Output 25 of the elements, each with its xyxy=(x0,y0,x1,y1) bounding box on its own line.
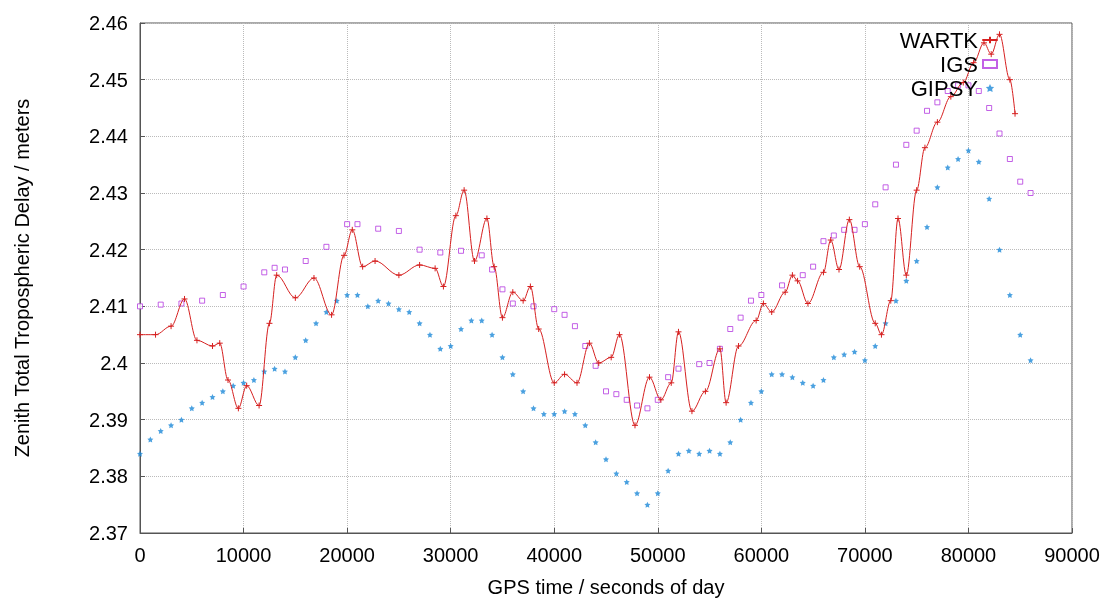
y-tick-label: 2.42 xyxy=(89,238,128,261)
y-tick-label: 2.39 xyxy=(89,408,128,431)
x-tick-label: 70000 xyxy=(837,544,893,566)
y-tick-label: 2.46 xyxy=(89,12,128,34)
y-tick-label: 2.45 xyxy=(89,68,128,91)
legend-label: IGS xyxy=(940,51,978,77)
y-axis-title: Zenith Total Tropospheric Delay / meters xyxy=(11,98,33,458)
y-tick-label: 2.44 xyxy=(89,125,128,148)
x-tick-label: 0 xyxy=(134,544,146,566)
y-tick-label: 2.41 xyxy=(89,295,128,318)
y-tick-label: 2.37 xyxy=(89,522,128,544)
y-tick-label: 2.43 xyxy=(89,182,128,204)
legend-label: WARTK xyxy=(899,27,979,53)
y-tick-label: 2.38 xyxy=(89,465,128,488)
x-tick-label: 80000 xyxy=(940,544,997,566)
x-axis-title: GPS time / seconds of day xyxy=(487,576,725,598)
x-tick-label: 10000 xyxy=(215,544,272,566)
x-tick-label: 20000 xyxy=(319,544,375,566)
x-tick-label: 50000 xyxy=(629,544,686,566)
x-tick-label: 90000 xyxy=(1044,544,1100,566)
x-tick-label: 60000 xyxy=(733,544,790,566)
x-tick-label: 40000 xyxy=(526,544,583,566)
x-tick-label: 30000 xyxy=(422,544,479,566)
y-tick-label: 2.4 xyxy=(100,352,128,374)
legend-label: GIPSY xyxy=(910,75,979,101)
